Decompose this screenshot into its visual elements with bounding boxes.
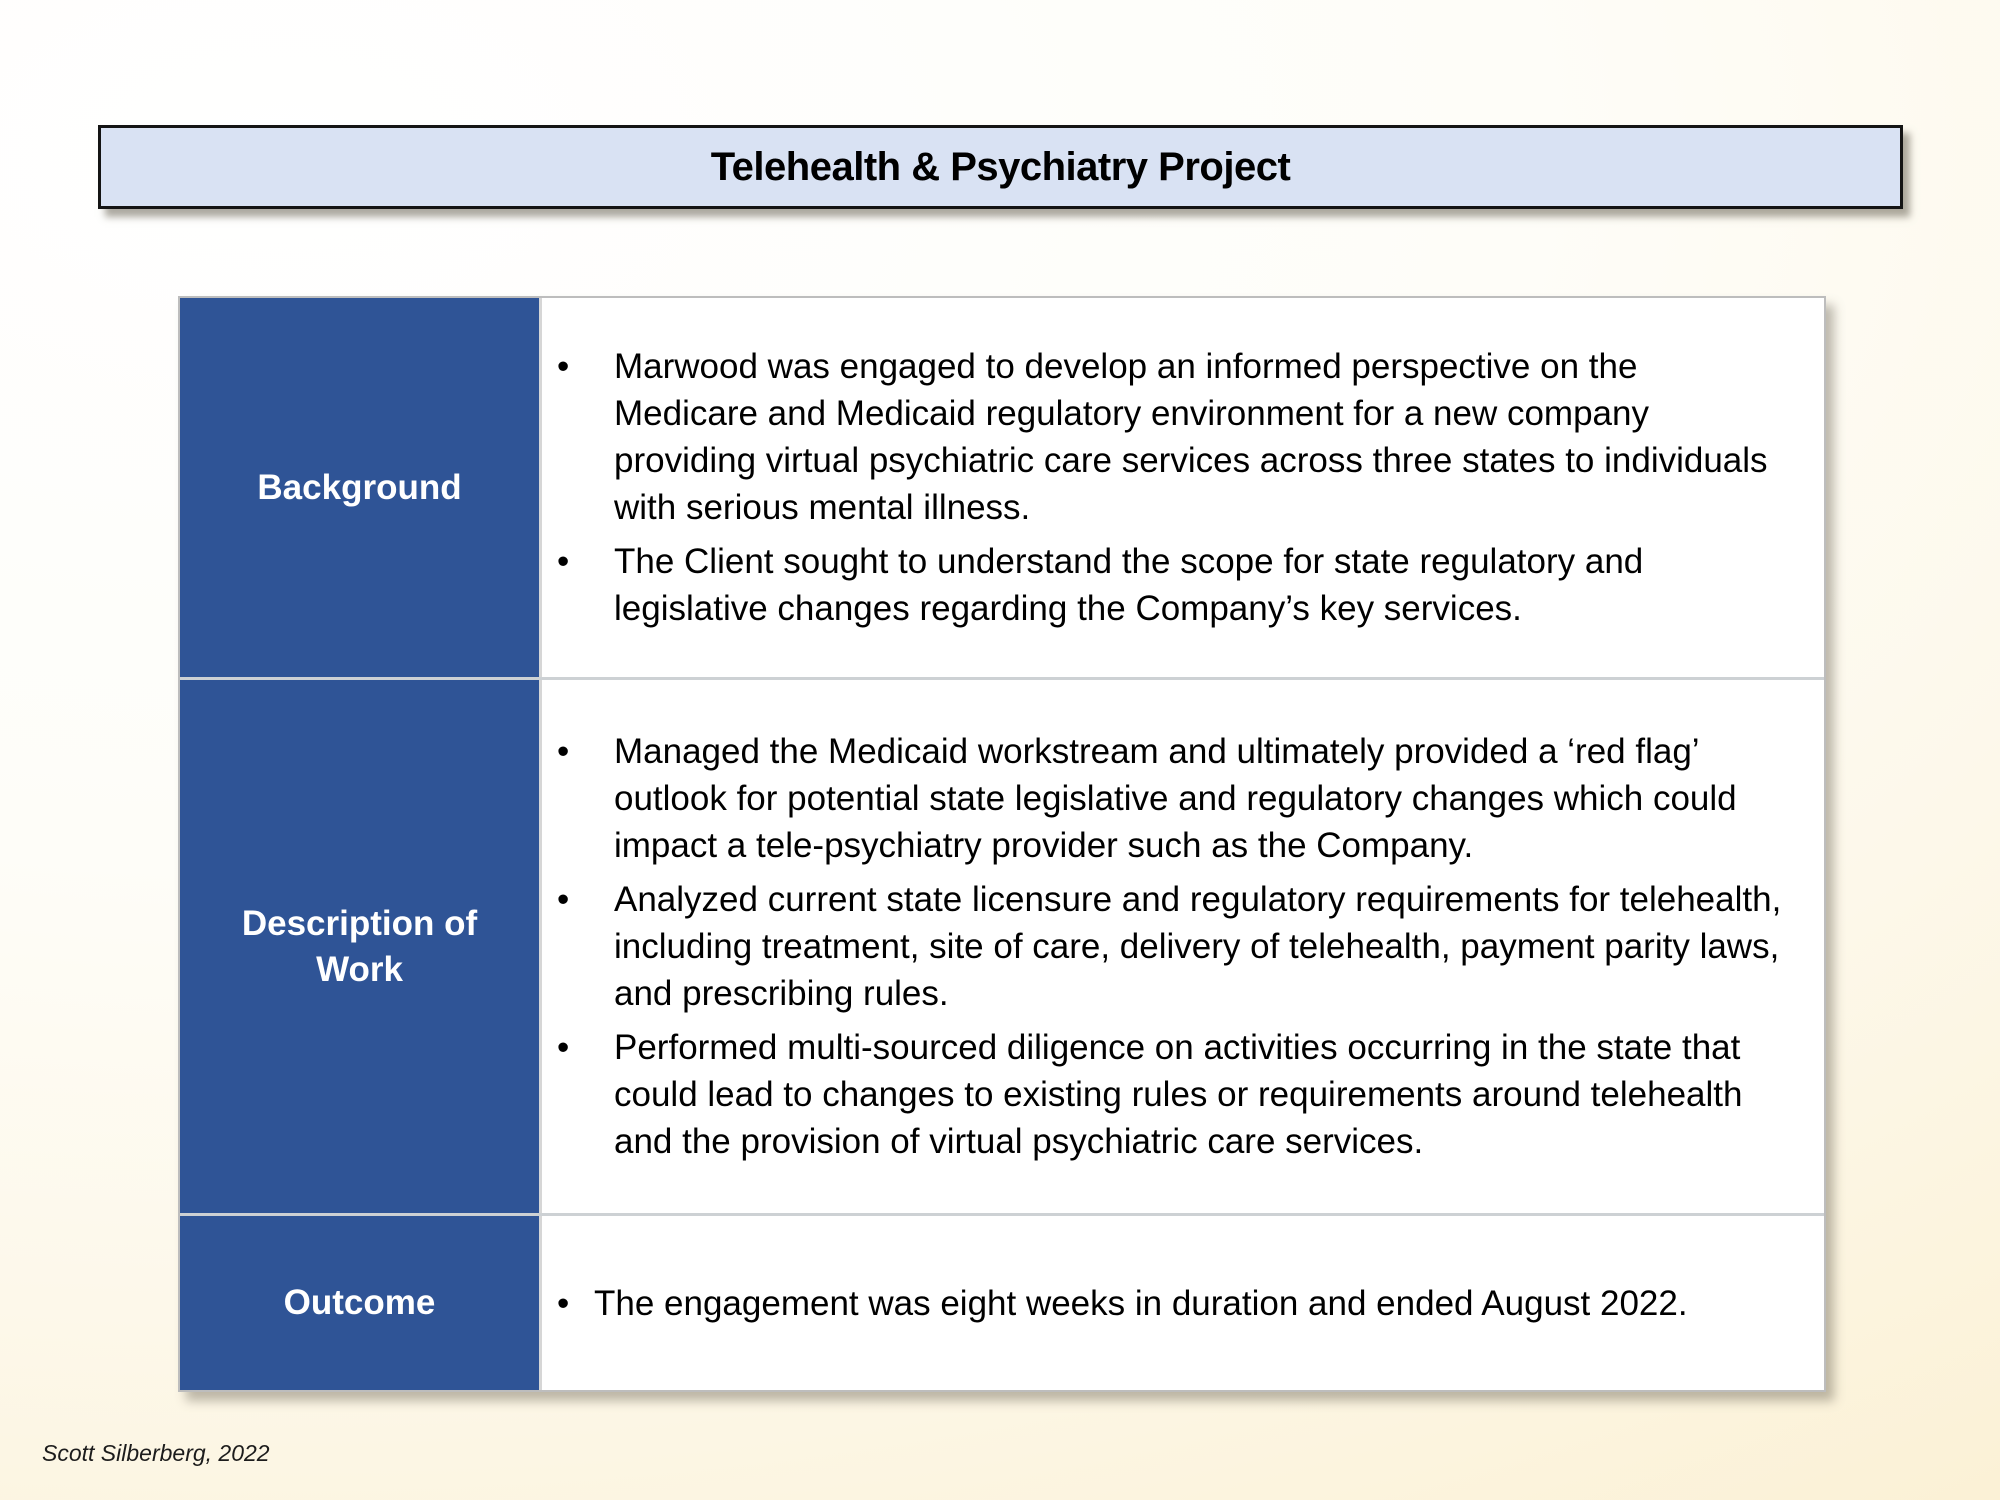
row-label-text: Description of Work xyxy=(241,904,478,989)
bullet-icon: • xyxy=(557,1283,570,1323)
table-row-description-of-work: Description of Work • Managed the Medica… xyxy=(180,677,1824,1213)
bullet-icon: • xyxy=(557,880,570,919)
bullet-icon: • xyxy=(557,1028,570,1067)
bullet-text: Managed the Medicaid workstream and ulti… xyxy=(614,732,1737,865)
table-row-outcome: Outcome • The engagement was eight weeks… xyxy=(180,1213,1824,1390)
list-item: • Marwood was engaged to develop an info… xyxy=(542,343,1784,531)
row-content-description-of-work: • Managed the Medicaid workstream and ul… xyxy=(542,680,1824,1213)
table-row-background: Background • Marwood was engaged to deve… xyxy=(180,298,1824,677)
bullet-text: Performed multi-sourced diligence on act… xyxy=(614,1028,1743,1161)
bullet-text: The Client sought to understand the scop… xyxy=(614,542,1644,628)
row-label-background: Background xyxy=(180,298,542,677)
slide-title: Telehealth & Psychiatry Project xyxy=(710,144,1291,189)
row-content-background: • Marwood was engaged to develop an info… xyxy=(542,298,1824,677)
row-label-outcome: Outcome xyxy=(180,1216,542,1390)
footer-attribution: Scott Silberberg, 2022 xyxy=(42,1440,270,1466)
row-label-text: Background xyxy=(257,467,462,507)
list-item: • Analyzed current state licensure and r… xyxy=(542,876,1784,1017)
row-label-text: Outcome xyxy=(283,1283,436,1323)
bullet-text: The engagement was eight weeks in durati… xyxy=(594,1283,1688,1323)
list-item: • The engagement was eight weeks in dura… xyxy=(542,1280,1784,1327)
bullet-icon: • xyxy=(557,347,570,386)
bullet-text: Analyzed current state licensure and reg… xyxy=(614,880,1782,1013)
row-content-outcome: • The engagement was eight weeks in dura… xyxy=(542,1216,1824,1390)
list-item: • Performed multi-sourced diligence on a… xyxy=(542,1024,1784,1165)
bullet-icon: • xyxy=(557,732,570,771)
list-item: • Managed the Medicaid workstream and ul… xyxy=(542,728,1784,869)
title-bar: Telehealth & Psychiatry Project xyxy=(98,125,1903,209)
bullet-icon: • xyxy=(557,542,570,581)
bullet-text: Marwood was engaged to develop an inform… xyxy=(614,347,1768,527)
case-table: Background • Marwood was engaged to deve… xyxy=(178,296,1826,1392)
row-label-description-of-work: Description of Work xyxy=(180,680,542,1213)
list-item: • The Client sought to understand the sc… xyxy=(542,538,1784,632)
